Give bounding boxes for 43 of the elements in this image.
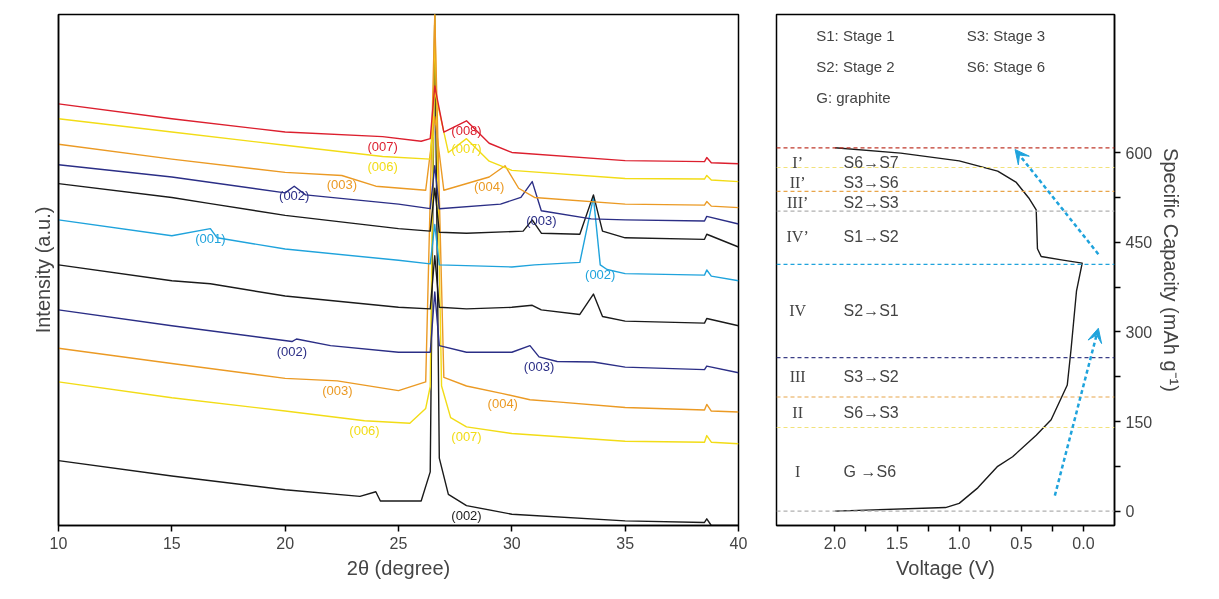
annotation: S3→S2 (843, 367, 899, 385)
annotation: S1: Stage 1 (816, 26, 895, 44)
y-tick-label: 450 (1125, 234, 1153, 252)
annotation: I (794, 462, 801, 480)
x-tick-label: 10 (49, 534, 68, 552)
x-axis-title: Voltage (V) (896, 556, 995, 579)
annotation: II (792, 404, 803, 422)
y-tick-label: 0 (1125, 503, 1135, 521)
annotation: G: graphite (816, 89, 891, 107)
x-axis-title: 2θ (degree) (346, 556, 451, 579)
x-tick-label: 0.5 (1010, 534, 1033, 552)
annotation: S2→S3 (843, 193, 899, 211)
annotation: S6: Stage 6 (966, 58, 1046, 75)
annotation: S1→S2 (843, 228, 899, 246)
x-tick-label: 35 (616, 534, 635, 552)
x-tick-label: 25 (389, 534, 408, 552)
x-tick-label: 1.0 (948, 534, 971, 552)
y-tick-label: 150 (1125, 413, 1153, 431)
x-tick-label: 40 (729, 534, 748, 552)
annotation: S6→S7 (843, 153, 899, 171)
annotation: IV’ (786, 228, 809, 246)
annotation: S2: Stage 2 (816, 58, 895, 75)
annotation: IV (789, 302, 807, 320)
annotation: G →S6 (843, 462, 897, 480)
y-tick-label: 600 (1125, 144, 1153, 162)
x-tick-label: 1.5 (885, 534, 909, 552)
y-axis-title: Specific Capacity (mAh g⁻¹) (1160, 148, 1183, 392)
x-tick-label: 2.0 (823, 534, 847, 552)
y-axis-title: Intensity (a.u.) (31, 206, 54, 334)
annotation: I’ (792, 153, 803, 171)
y-tick-label: 300 (1125, 323, 1153, 341)
annotation: III (789, 367, 806, 385)
x-tick-label: 0.0 (1072, 534, 1095, 552)
annotation: II’ (789, 173, 806, 191)
x-tick-label: 20 (276, 534, 295, 552)
x-tick-label: 30 (502, 534, 521, 552)
annotation: S3→S6 (843, 173, 899, 191)
annotation: III’ (786, 193, 809, 211)
annotation: S6→S3 (843, 404, 899, 422)
annotation: S3: Stage 3 (966, 26, 1046, 44)
annotation: S2→S1 (843, 302, 899, 320)
x-tick-label: 15 (162, 534, 181, 552)
line-series (834, 147, 1083, 512)
